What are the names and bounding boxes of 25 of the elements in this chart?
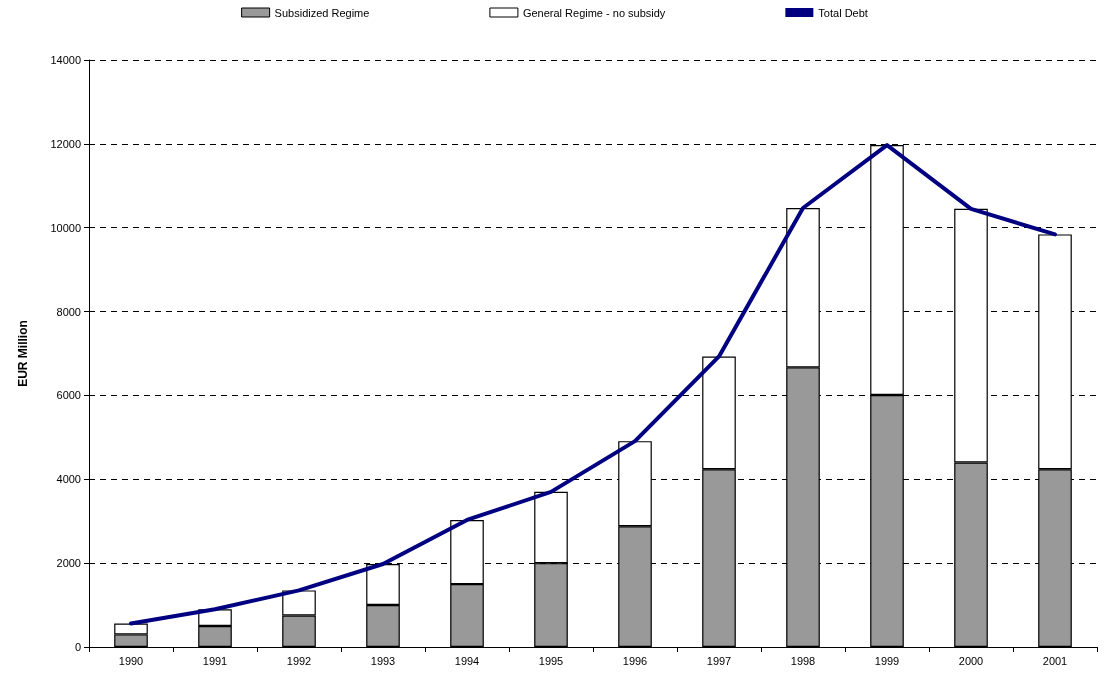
x-tick-label: 1996: [622, 654, 648, 667]
x-tick-label: 1994: [454, 654, 480, 667]
x-tick-label: 2000: [958, 654, 984, 667]
x-tick-label: 1993: [370, 654, 396, 667]
x-tick-label: 1997: [706, 654, 732, 667]
x-tick-label: 1991: [202, 654, 228, 667]
y-tick-label: 12000: [50, 137, 81, 150]
x-tick-label: 1992: [286, 654, 312, 667]
y-tick-label: 8000: [56, 305, 81, 318]
y-tick-label: 14000: [50, 54, 81, 66]
x-tick-label: 1999: [874, 654, 900, 667]
legend-label: General Regime - no subsidy: [522, 6, 666, 19]
y-axis-title: EUR Million: [16, 320, 30, 387]
x-tick-label: 2001: [1042, 654, 1068, 667]
line-series: [129, 143, 1057, 626]
y-tick-label: 10000: [50, 221, 81, 234]
y-tick-label: 2000: [56, 557, 81, 570]
x-tick-label: 1990: [118, 654, 144, 667]
y-tick-label: 0: [74, 641, 81, 653]
y-tick-label: 4000: [56, 473, 81, 486]
legend-label: Subsidized Regime: [274, 6, 370, 19]
y-tick-label: 6000: [56, 389, 81, 402]
x-tick-label: 1998: [790, 654, 816, 667]
legend-label: Total Debt: [818, 6, 868, 19]
x-tick-label: 1995: [538, 654, 564, 667]
